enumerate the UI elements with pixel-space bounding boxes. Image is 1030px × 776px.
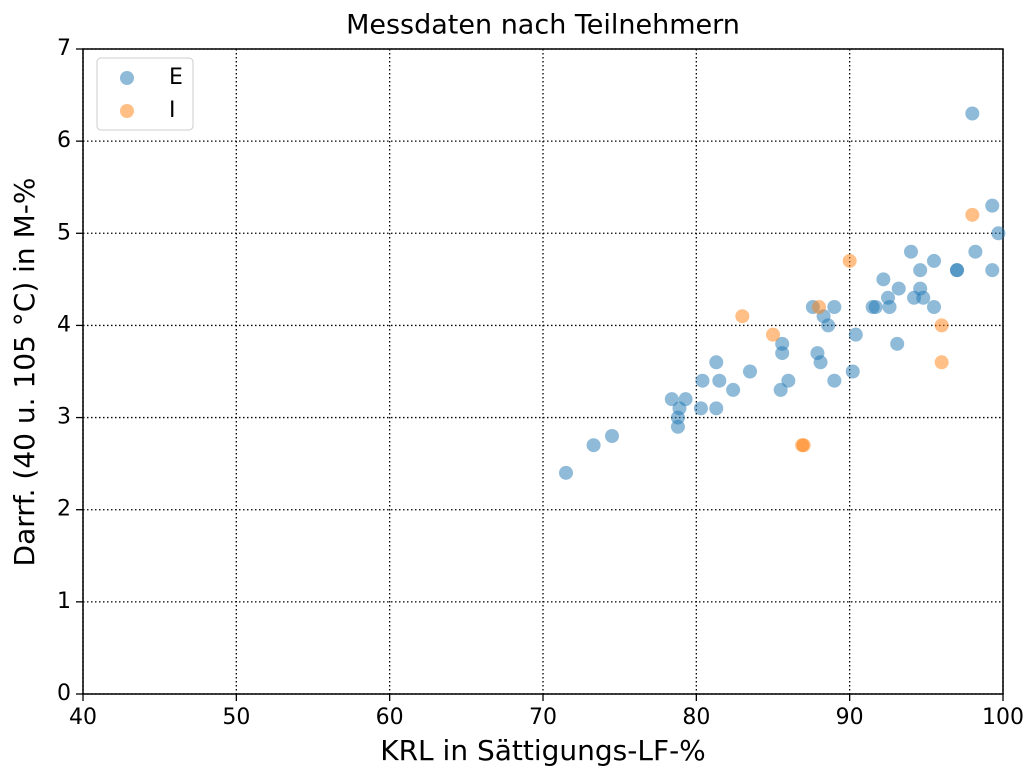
point — [927, 253, 941, 268]
y-tick-label: 2 — [57, 497, 71, 522]
legend-label: E — [169, 65, 183, 90]
point — [795, 438, 810, 453]
point — [934, 355, 949, 370]
x-tick-label: 50 — [222, 705, 250, 730]
point — [773, 382, 788, 397]
x-tick-label: 60 — [376, 705, 404, 730]
legend-label: I — [169, 98, 176, 123]
point — [827, 373, 842, 388]
x-tick-label: 80 — [682, 705, 710, 730]
y-tick-label: 3 — [57, 405, 71, 430]
y-tick-label: 6 — [57, 128, 71, 153]
point — [821, 318, 836, 333]
point — [693, 401, 708, 416]
point — [827, 300, 842, 314]
point — [842, 253, 857, 268]
point — [904, 244, 918, 259]
point — [916, 290, 931, 305]
y-tick-label: 5 — [57, 220, 71, 245]
point — [605, 429, 619, 443]
point — [848, 327, 863, 342]
point — [695, 373, 710, 388]
y-tick-label: 0 — [57, 681, 71, 706]
point — [868, 300, 883, 314]
point — [781, 373, 796, 388]
point — [735, 309, 750, 324]
point — [845, 364, 860, 379]
point — [586, 438, 601, 453]
x-tick-label: 90 — [836, 705, 864, 730]
point — [726, 382, 741, 397]
point — [991, 226, 1006, 241]
point — [775, 346, 790, 361]
point — [950, 263, 964, 278]
point — [985, 263, 1000, 278]
point — [812, 300, 826, 314]
point — [670, 419, 685, 434]
x-tick-label: 100 — [982, 705, 1024, 730]
plot-frame — [82, 48, 1004, 695]
y-axis-label: Darrf. (40 u. 105 °C) in M-% — [8, 178, 41, 567]
y-tick-label: 4 — [57, 312, 71, 337]
point — [813, 355, 828, 370]
legend-marker — [120, 104, 134, 118]
point — [709, 401, 724, 416]
point — [965, 207, 980, 222]
x-tick-label: 70 — [529, 705, 557, 730]
point — [965, 106, 980, 121]
y-tick-label: 1 — [57, 589, 71, 614]
point — [913, 263, 928, 278]
point — [934, 318, 949, 333]
point — [743, 364, 757, 379]
point — [968, 244, 983, 259]
y-tick-label: 7 — [57, 36, 71, 61]
point — [890, 336, 905, 351]
point — [876, 272, 891, 287]
x-tick-label: 40 — [69, 705, 97, 730]
chart-title: Messdaten nach Teilnehmern — [346, 10, 740, 41]
point — [766, 327, 780, 342]
point — [664, 392, 679, 407]
point — [709, 355, 724, 370]
point — [927, 300, 941, 314]
point — [891, 281, 906, 296]
x-axis-label: KRL in Sättigungs-LF-% — [380, 734, 706, 767]
legend-marker — [120, 71, 134, 85]
point — [559, 465, 573, 480]
point — [985, 198, 1000, 213]
point — [712, 373, 727, 388]
point — [882, 300, 897, 314]
